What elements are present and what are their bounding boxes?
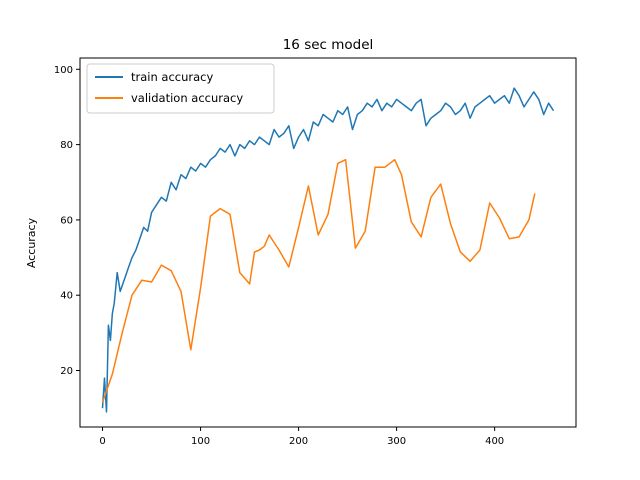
- x-tick-label: 400: [485, 436, 504, 447]
- y-axis-label: Accuracy: [25, 217, 38, 268]
- y-tick-label: 60: [60, 215, 73, 226]
- series-line-train-accuracy: [101, 87, 555, 413]
- legend: train accuracy validation accuracy: [86, 63, 275, 114]
- legend-label-train-accuracy: train accuracy: [131, 70, 214, 84]
- plot-area: [101, 87, 555, 413]
- x-tick-label: 300: [387, 436, 406, 447]
- series-line-validation-accuracy: [101, 158, 536, 403]
- y-tick-label: 40: [60, 291, 73, 302]
- legend-box: [86, 63, 275, 114]
- y-tick-label: 100: [54, 65, 73, 76]
- plot-frame: [79, 57, 577, 428]
- legend-label-validation-accuracy: validation accuracy: [131, 91, 243, 105]
- x-tick-label: 0: [99, 436, 105, 447]
- y-tick-label: 80: [60, 140, 73, 151]
- y-tick-label: 20: [60, 366, 73, 377]
- chart-title: 16 sec model: [283, 37, 374, 53]
- x-tick-label: 200: [289, 436, 308, 447]
- axis-ticks: 0 100 200 300 400 20 40 60 80 100: [54, 65, 504, 447]
- x-tick-label: 100: [191, 436, 210, 447]
